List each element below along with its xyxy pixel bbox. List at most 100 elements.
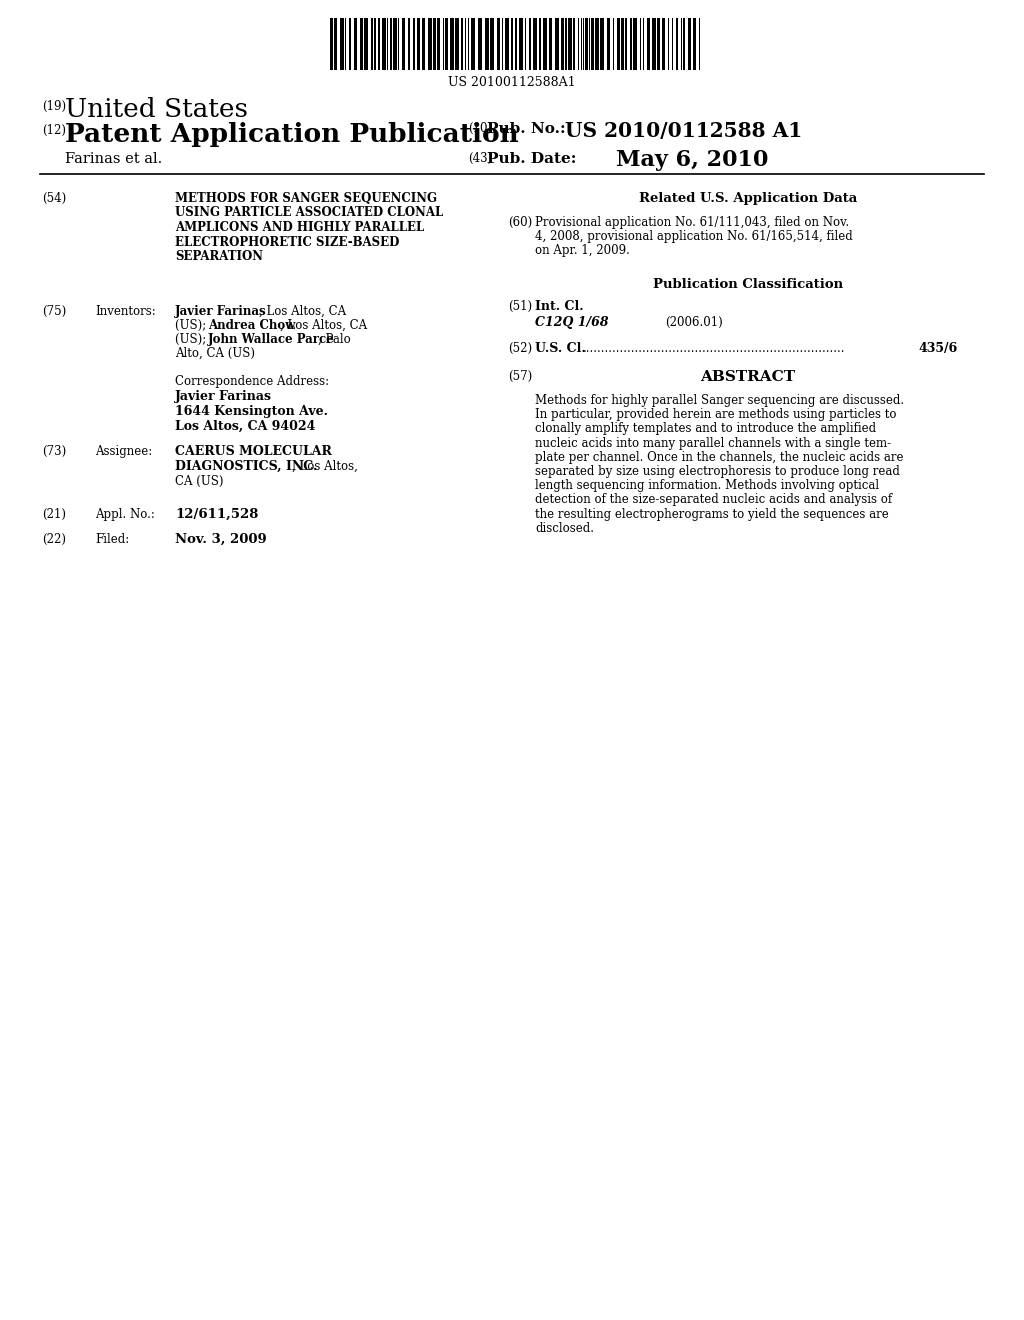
- Text: Farinas et al.: Farinas et al.: [65, 152, 162, 166]
- Text: United States: United States: [65, 96, 248, 121]
- Text: Provisional application No. 61/111,043, filed on Nov.: Provisional application No. 61/111,043, …: [535, 216, 849, 228]
- Text: John Wallace Parce: John Wallace Parce: [208, 333, 335, 346]
- Bar: [555, 18, 559, 70]
- Bar: [529, 18, 531, 70]
- Text: ......................................................................: ........................................…: [583, 342, 846, 355]
- Text: 12/611,528: 12/611,528: [175, 508, 258, 521]
- Text: CAERUS MOLECULAR: CAERUS MOLECULAR: [175, 445, 332, 458]
- Bar: [433, 18, 436, 70]
- Bar: [408, 18, 410, 70]
- Text: on Apr. 1, 2009.: on Apr. 1, 2009.: [535, 244, 630, 257]
- Text: Related U.S. Application Data: Related U.S. Application Data: [639, 191, 857, 205]
- Bar: [625, 18, 627, 70]
- Bar: [511, 18, 513, 70]
- Bar: [471, 18, 475, 70]
- Bar: [565, 18, 567, 70]
- Bar: [360, 18, 362, 70]
- Bar: [428, 18, 432, 70]
- Text: DIAGNOSTICS, INC.: DIAGNOSTICS, INC.: [175, 459, 317, 473]
- Text: METHODS FOR SANGER SEQUENCING: METHODS FOR SANGER SEQUENCING: [175, 191, 437, 205]
- Bar: [683, 18, 685, 70]
- Bar: [630, 18, 632, 70]
- Text: USING PARTICLE ASSOCIATED CLONAL: USING PARTICLE ASSOCIATED CLONAL: [175, 206, 443, 219]
- Text: , Los Altos,: , Los Altos,: [292, 459, 357, 473]
- Bar: [505, 18, 509, 70]
- Bar: [393, 18, 397, 70]
- Bar: [633, 18, 637, 70]
- Bar: [676, 18, 678, 70]
- Bar: [561, 18, 564, 70]
- Bar: [585, 18, 588, 70]
- Text: 4, 2008, provisional application No. 61/165,514, filed: 4, 2008, provisional application No. 61/…: [535, 230, 853, 243]
- Text: Publication Classification: Publication Classification: [653, 279, 843, 290]
- Bar: [657, 18, 660, 70]
- Text: (43): (43): [468, 152, 493, 165]
- Bar: [478, 18, 482, 70]
- Bar: [378, 18, 380, 70]
- Text: separated by size using electrophoresis to produce long read: separated by size using electrophoresis …: [535, 465, 900, 478]
- Text: , Los Altos, CA: , Los Altos, CA: [259, 305, 346, 318]
- Bar: [595, 18, 599, 70]
- Text: plate per channel. Once in the channels, the nucleic acids are: plate per channel. Once in the channels,…: [535, 451, 903, 463]
- Bar: [413, 18, 415, 70]
- Text: Pub. No.:: Pub. No.:: [487, 121, 565, 136]
- Text: Los Altos, CA 94024: Los Altos, CA 94024: [175, 420, 315, 433]
- Bar: [617, 18, 620, 70]
- Bar: [374, 18, 376, 70]
- Text: clonally amplify templates and to introduce the amplified: clonally amplify templates and to introd…: [535, 422, 877, 436]
- Text: Javier Farinas: Javier Farinas: [175, 305, 266, 318]
- Text: (12): (12): [42, 124, 66, 137]
- Text: May 6, 2010: May 6, 2010: [616, 149, 768, 172]
- Bar: [490, 18, 494, 70]
- Text: U.S. Cl.: U.S. Cl.: [535, 342, 586, 355]
- Text: 1644 Kensington Ave.: 1644 Kensington Ave.: [175, 405, 328, 418]
- Bar: [497, 18, 500, 70]
- Text: (21): (21): [42, 508, 66, 521]
- Text: , Los Altos, CA: , Los Altos, CA: [280, 319, 368, 333]
- Text: (73): (73): [42, 445, 67, 458]
- Bar: [662, 18, 665, 70]
- Text: Nov. 3, 2009: Nov. 3, 2009: [175, 533, 266, 546]
- Bar: [364, 18, 368, 70]
- Bar: [693, 18, 696, 70]
- Text: Filed:: Filed:: [95, 533, 129, 546]
- Bar: [461, 18, 463, 70]
- Bar: [573, 18, 575, 70]
- Text: detection of the size-separated nucleic acids and analysis of: detection of the size-separated nucleic …: [535, 494, 892, 507]
- Bar: [437, 18, 440, 70]
- Bar: [652, 18, 656, 70]
- Text: 435/6: 435/6: [919, 342, 958, 355]
- Bar: [485, 18, 489, 70]
- Bar: [539, 18, 541, 70]
- Bar: [330, 18, 333, 70]
- Text: Patent Application Publication: Patent Application Publication: [65, 121, 519, 147]
- Text: Inventors:: Inventors:: [95, 305, 156, 318]
- Bar: [568, 18, 572, 70]
- Bar: [422, 18, 425, 70]
- Text: Alto, CA (US): Alto, CA (US): [175, 347, 255, 360]
- Bar: [534, 18, 537, 70]
- Bar: [334, 18, 337, 70]
- Text: US 2010/0112588 A1: US 2010/0112588 A1: [565, 121, 802, 141]
- Text: (22): (22): [42, 533, 66, 546]
- Bar: [549, 18, 552, 70]
- Text: (52): (52): [508, 342, 532, 355]
- Text: (57): (57): [508, 370, 532, 383]
- Text: (10): (10): [468, 121, 493, 135]
- Text: Correspondence Address:: Correspondence Address:: [175, 375, 329, 388]
- Text: CA (US): CA (US): [175, 475, 223, 488]
- Text: AMPLICONS AND HIGHLY PARALLEL: AMPLICONS AND HIGHLY PARALLEL: [175, 220, 424, 234]
- Text: Appl. No.:: Appl. No.:: [95, 508, 155, 521]
- Text: (54): (54): [42, 191, 67, 205]
- Text: (2006.01): (2006.01): [665, 315, 723, 329]
- Text: (51): (51): [508, 300, 532, 313]
- Text: ABSTRACT: ABSTRACT: [700, 370, 796, 384]
- Text: C12Q 1/68: C12Q 1/68: [535, 315, 608, 329]
- Text: (19): (19): [42, 100, 67, 114]
- Text: In particular, provided herein are methods using particles to: In particular, provided herein are metho…: [535, 408, 896, 421]
- Bar: [340, 18, 344, 70]
- Bar: [688, 18, 691, 70]
- Text: (75): (75): [42, 305, 67, 318]
- Bar: [382, 18, 386, 70]
- Bar: [543, 18, 547, 70]
